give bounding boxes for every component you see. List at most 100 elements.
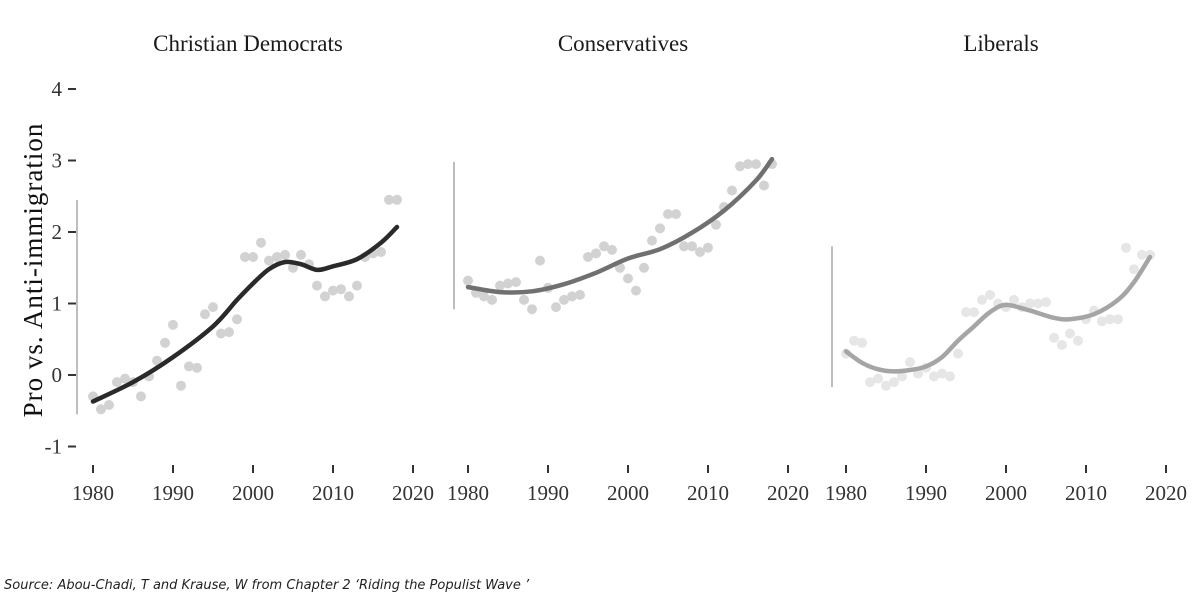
- data-point: [200, 309, 210, 320]
- data-point: [977, 294, 987, 305]
- data-point: [865, 377, 875, 388]
- panel-title: Christian Democrats: [153, 31, 343, 56]
- data-point: [985, 289, 995, 300]
- data-point: [168, 319, 178, 330]
- data-point: [320, 291, 330, 302]
- data-point: [639, 262, 649, 273]
- source-caption: Source: Abou-Chadi, T and Krause, W from…: [4, 578, 530, 593]
- x-tick-label: 2000: [607, 481, 649, 505]
- data-point: [487, 294, 497, 305]
- y-tick-label: 1: [52, 292, 63, 316]
- data-point: [1025, 298, 1035, 309]
- panel-title: Conservatives: [558, 31, 688, 56]
- x-tick-label: 2010: [1065, 481, 1107, 505]
- data-point: [695, 247, 705, 257]
- data-point: [288, 262, 298, 273]
- data-point: [1137, 249, 1147, 260]
- data-point: [384, 194, 394, 205]
- y-tick-label: 3: [52, 149, 63, 173]
- data-point: [735, 161, 745, 172]
- data-point: [264, 255, 274, 266]
- data-point: [583, 252, 593, 262]
- data-point: [961, 307, 971, 318]
- data-point: [591, 248, 601, 259]
- data-point: [240, 252, 250, 262]
- x-tick-label: 2000: [232, 481, 274, 505]
- data-point: [849, 335, 859, 346]
- data-point: [352, 280, 362, 291]
- data-point: [873, 373, 883, 384]
- data-point: [376, 247, 386, 257]
- data-point: [1113, 314, 1123, 325]
- data-point: [495, 280, 505, 291]
- x-tick-label: 1980: [447, 481, 489, 505]
- y-axis-label: Pro vs. Anti-immigration: [18, 123, 48, 418]
- data-point: [751, 159, 761, 170]
- x-tick-label: 2020: [1145, 481, 1187, 505]
- data-point: [176, 380, 186, 391]
- x-tick-label: 1990: [905, 481, 947, 505]
- data-point: [969, 307, 979, 318]
- data-point: [519, 294, 529, 305]
- data-point: [152, 355, 162, 366]
- y-tick-label: 2: [52, 220, 63, 244]
- data-point: [631, 285, 641, 296]
- data-point: [527, 304, 537, 315]
- data-point: [224, 327, 234, 338]
- data-point: [1033, 298, 1043, 309]
- x-tick-label: 2010: [312, 481, 354, 505]
- data-point: [328, 285, 338, 296]
- x-tick-label: 2000: [985, 481, 1027, 505]
- data-point: [216, 328, 226, 339]
- data-point: [711, 219, 721, 230]
- data-point: [336, 284, 346, 295]
- data-point: [1009, 294, 1019, 305]
- data-point: [184, 361, 194, 372]
- data-point: [679, 241, 689, 252]
- data-point: [160, 337, 170, 348]
- data-point: [937, 368, 947, 379]
- data-point: [96, 404, 106, 415]
- data-point: [857, 337, 867, 348]
- panel-title: Liberals: [963, 31, 1038, 56]
- data-point: [897, 371, 907, 382]
- data-point: [1097, 316, 1107, 327]
- data-point: [511, 277, 521, 288]
- data-point: [889, 377, 899, 388]
- chart-panels: Christian Democrats 1980 1990 2000 2010 2020 C…: [72, 31, 1187, 505]
- data-point: [1121, 242, 1131, 253]
- data-point: [1049, 332, 1059, 343]
- data-point: [905, 357, 915, 368]
- data-point: [663, 209, 673, 220]
- y-tick-label: 4: [52, 77, 63, 101]
- data-point: [120, 373, 130, 384]
- data-point: [232, 314, 242, 325]
- data-point: [104, 400, 114, 410]
- data-point: [280, 249, 290, 260]
- data-point: [535, 255, 545, 266]
- data-point: [671, 209, 681, 220]
- data-point: [551, 302, 561, 313]
- data-point: [599, 241, 609, 252]
- panel-conservatives: Conservatives 1980 1990 2000 2010 2020: [447, 31, 809, 505]
- data-point: [296, 249, 306, 260]
- x-tick-label: 2010: [687, 481, 729, 505]
- y-tick-label: -1: [45, 435, 63, 459]
- x-tick-label: 2020: [392, 481, 434, 505]
- trend-line: [843, 254, 1153, 374]
- x-tick-label: 1990: [152, 481, 194, 505]
- y-axis: -1 0 1 2 3 4: [45, 77, 76, 459]
- data-point: [1057, 340, 1067, 350]
- data-point: [208, 302, 218, 313]
- data-point: [192, 362, 202, 373]
- trend-line: [465, 156, 775, 295]
- data-point: [575, 289, 585, 300]
- trend-line: [90, 224, 400, 404]
- panel-christian-democrats: Christian Democrats 1980 1990 2000 2010 2020: [72, 31, 434, 505]
- data-point: [392, 194, 402, 205]
- panel-liberals: Liberals 1980 1990 2000 2010 2020: [825, 31, 1187, 505]
- data-point: [479, 291, 489, 302]
- data-point: [953, 348, 963, 359]
- data-point: [1041, 297, 1051, 308]
- data-point: [655, 223, 665, 234]
